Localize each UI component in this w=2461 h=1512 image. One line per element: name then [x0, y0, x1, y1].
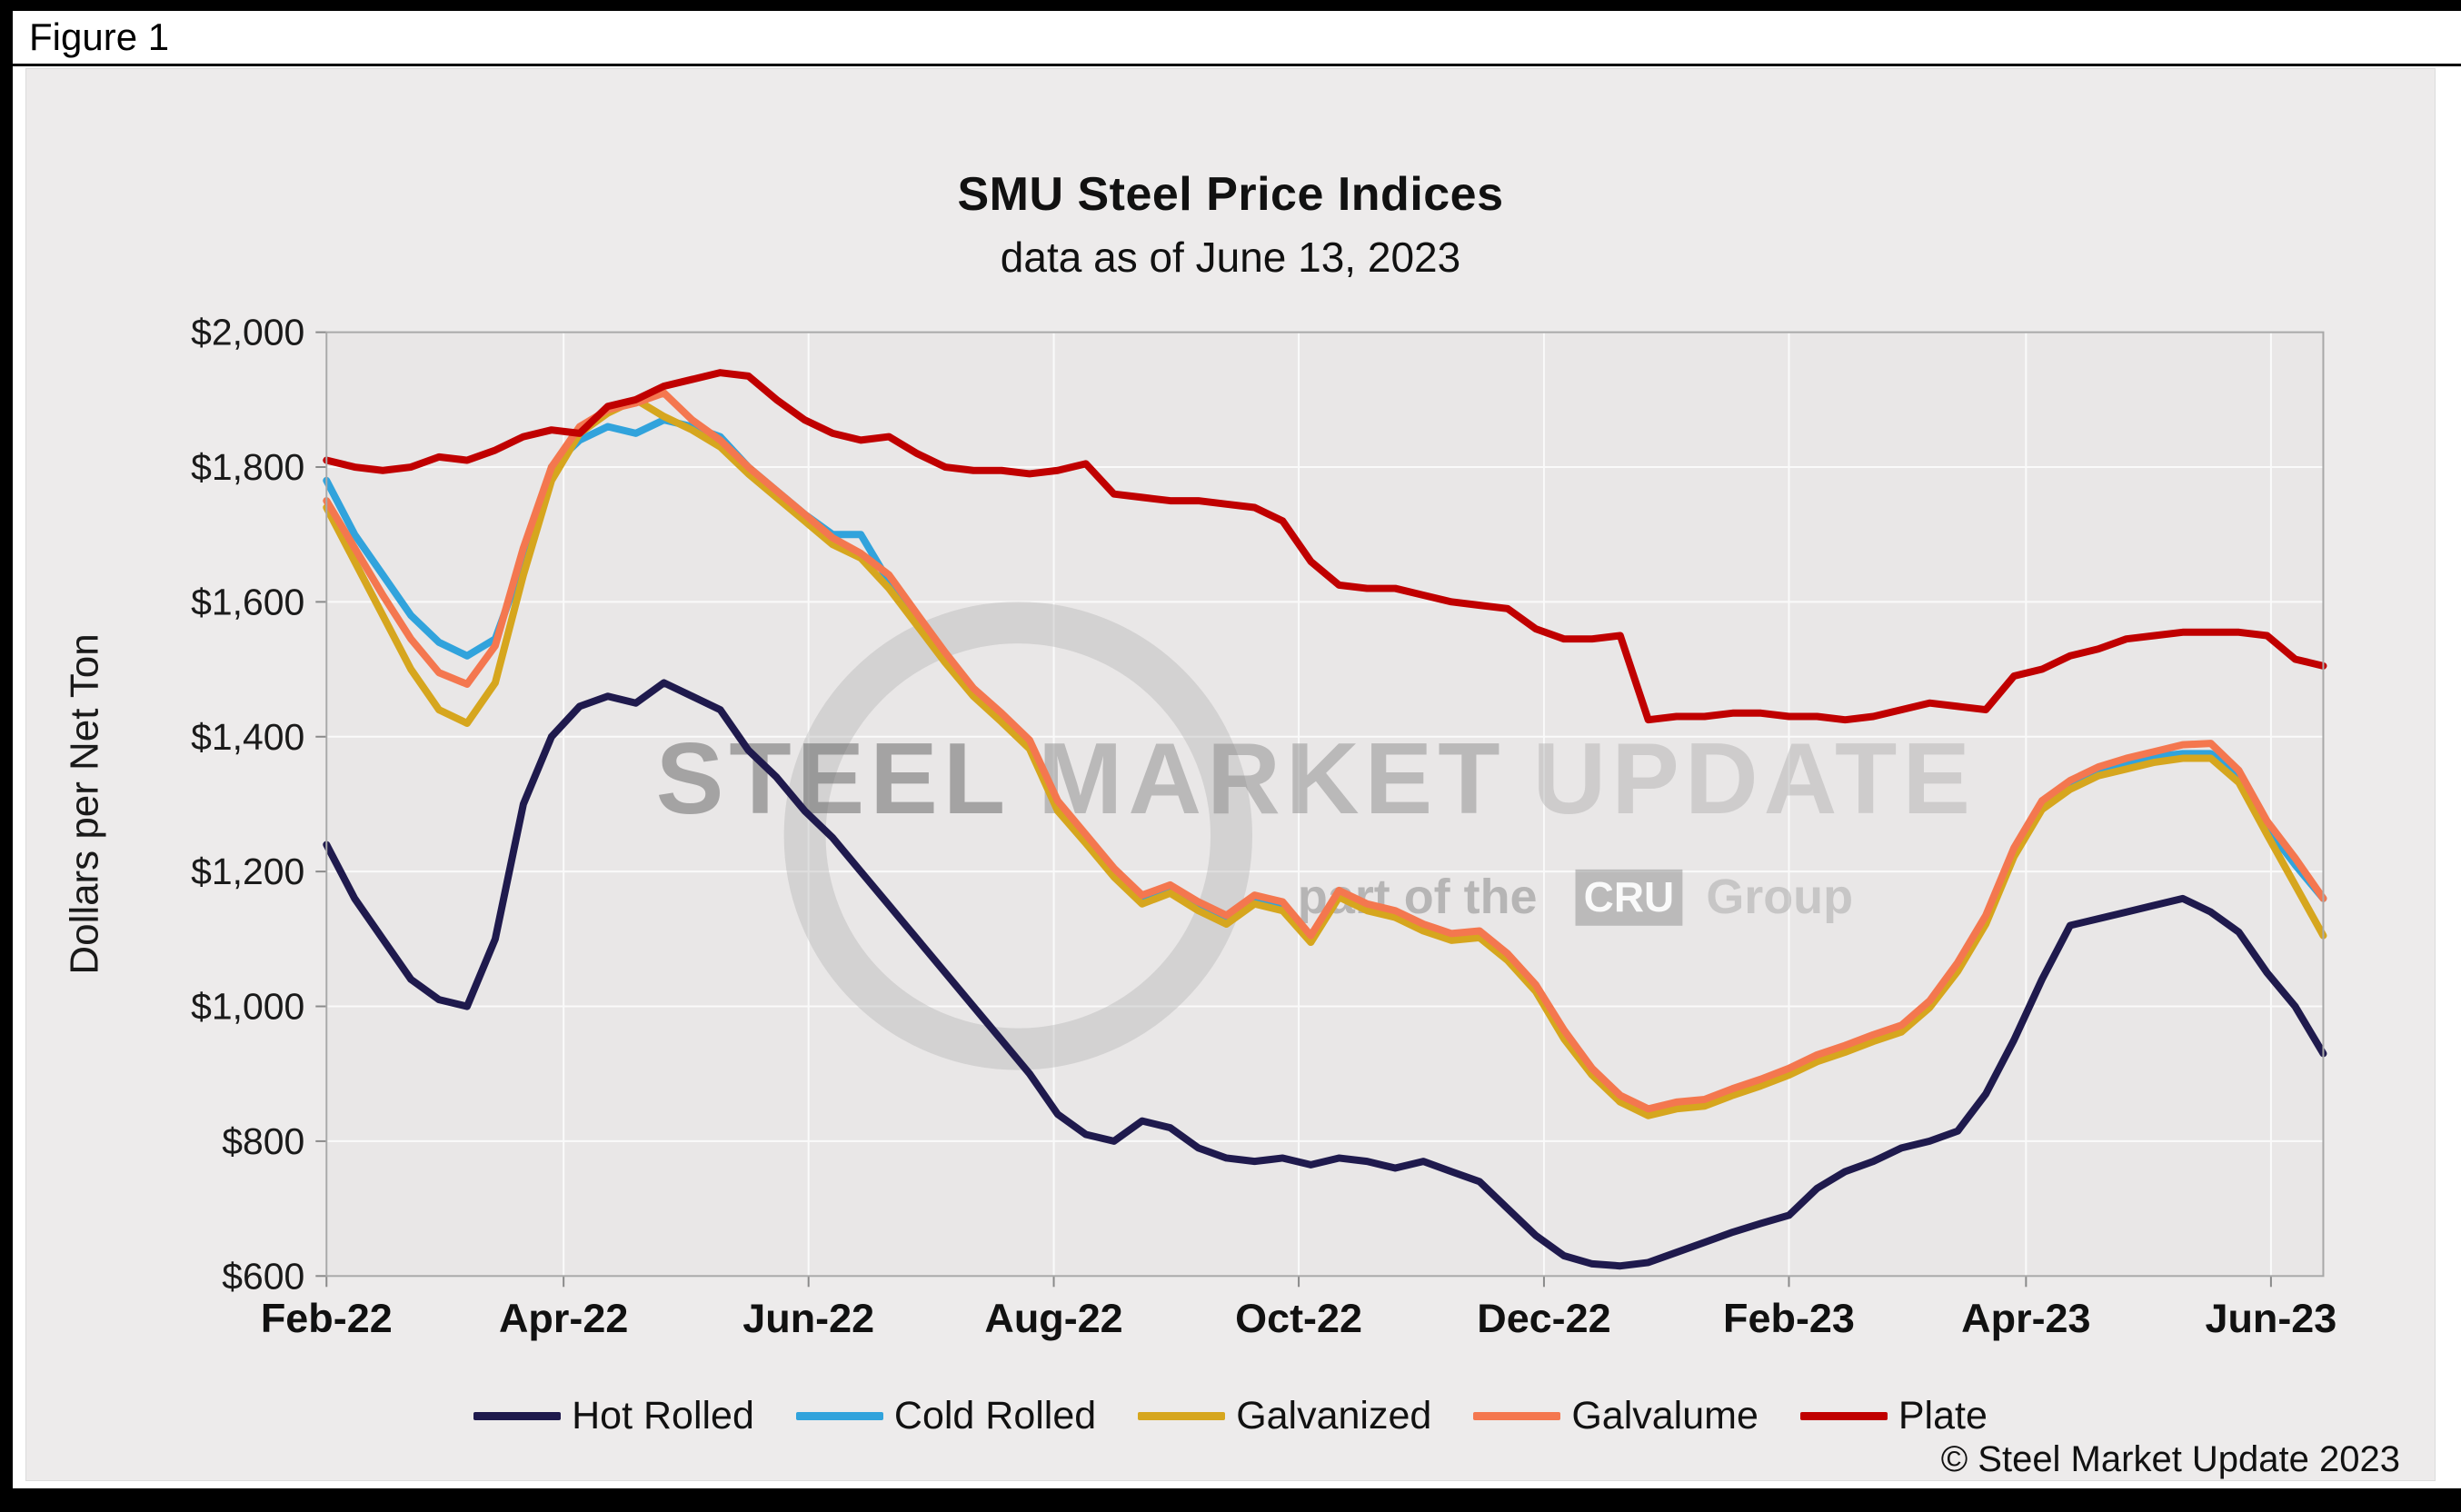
y-tick-label: $600	[222, 1255, 304, 1297]
y-tick-label: $1,600	[191, 581, 304, 622]
price-chart: STEEL MARKET UPDATE part of the CRU Group …	[63, 312, 2337, 1342]
x-tick-label: Dec-22	[1477, 1295, 1610, 1341]
watermark-word-market: MARKET	[1038, 721, 1505, 835]
y-tick-label: $1,400	[191, 716, 304, 758]
y-tick-label: $1,800	[191, 446, 304, 488]
series-line-galvalume	[323, 389, 2327, 1113]
figure-window: Figure 1 STEEL MARKET UPDATE part of the C…	[13, 11, 2461, 1488]
series-line-hot-rolled	[323, 679, 2327, 1270]
legend-label-galvanized: Galvanized	[1236, 1394, 1432, 1437]
y-tick-label: $800	[222, 1120, 304, 1162]
legend-item-cold-rolled: Cold Rolled	[795, 1394, 1097, 1438]
x-tick-label: Apr-22	[499, 1295, 628, 1341]
x-tick-label: Jun-23	[2205, 1295, 2336, 1341]
x-tick-label: Feb-22	[261, 1295, 393, 1341]
x-tick-label: Apr-23	[1961, 1295, 2090, 1341]
chart-subtitle: data as of June 13, 2023	[1000, 234, 1461, 281]
figure-header: Figure 1	[13, 11, 2461, 66]
copyright-text: © Steel Market Update 2023	[1940, 1439, 2400, 1479]
legend-swatch-plate	[1799, 1412, 1888, 1420]
legend-item-plate: Plate	[1799, 1394, 1988, 1438]
legend-swatch-cold-rolled	[795, 1412, 883, 1420]
chart-panel: STEEL MARKET UPDATE part of the CRU Group …	[25, 68, 2436, 1481]
legend-label-galvalume: Galvalume	[1571, 1394, 1759, 1437]
watermark-text: STEEL MARKET UPDATE	[656, 721, 1976, 835]
legend-label-cold-rolled: Cold Rolled	[893, 1394, 1097, 1437]
legend-label-hot-rolled: Hot Rolled	[572, 1394, 754, 1437]
x-tick-label: Oct-22	[1235, 1295, 1362, 1341]
cru-logo-box	[1575, 869, 1683, 926]
watermark: STEEL MARKET UPDATE part of the CRU Group	[656, 602, 1976, 1070]
y-tick-label: $2,000	[191, 312, 304, 353]
chart-title: SMU Steel Price Indices	[957, 168, 1504, 221]
legend-item-hot-rolled: Hot Rolled	[473, 1394, 754, 1438]
y-tick-label: $1,000	[191, 986, 304, 1028]
legend-swatch-hot-rolled	[473, 1412, 562, 1420]
cru-logo-text: CRU	[1584, 873, 1675, 920]
watermark-ring-icon	[783, 602, 1252, 1070]
x-tick-label: Feb-23	[1723, 1295, 1855, 1341]
x-tick-label: Jun-22	[742, 1295, 874, 1341]
series-line-plate	[323, 369, 2327, 724]
y-axis-title: Dollars per Net Ton	[63, 633, 107, 974]
figure-label: Figure 1	[29, 15, 170, 58]
y-tick-label: $1,200	[191, 850, 304, 892]
legend-swatch-galvanized	[1138, 1412, 1226, 1420]
plot-border	[325, 331, 2325, 1278]
x-tick-label: Aug-22	[984, 1295, 1122, 1341]
watermark-tagline-suffix: Group	[1706, 870, 1853, 924]
legend-item-galvanized: Galvanized	[1138, 1394, 1431, 1438]
plot-area	[326, 332, 2324, 1277]
watermark-word-update: UPDATE	[1532, 721, 1975, 835]
legend-item-galvalume: Galvalume	[1473, 1394, 1759, 1438]
chart-legend: Hot Rolled Cold Rolled Galvanized Galvalume…	[26, 1394, 2435, 1438]
legend-label-plate: Plate	[1898, 1394, 1988, 1437]
legend-swatch-galvalume	[1473, 1412, 1561, 1420]
watermark-word-steel: STEEL	[656, 721, 1011, 835]
